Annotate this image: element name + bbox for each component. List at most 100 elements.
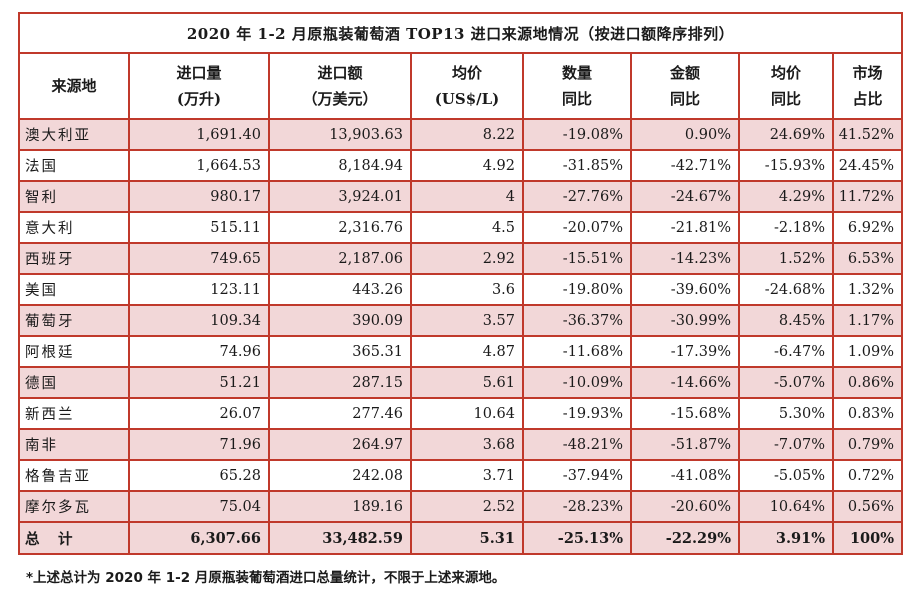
- column-header-line2: (US$/L): [434, 90, 500, 108]
- value-cell: -15.51%: [522, 242, 632, 275]
- value-cell: 11.72%: [832, 180, 903, 213]
- column-header-line1: 数量: [561, 64, 592, 82]
- value-cell: -5.05%: [738, 459, 834, 492]
- total-value-cell: 100%: [832, 521, 903, 555]
- column-header-line1: 均价: [770, 64, 801, 82]
- country-cell: 法国: [18, 149, 130, 182]
- value-cell: -19.08%: [522, 118, 632, 151]
- value-cell: 8,184.94: [268, 149, 412, 182]
- column-header: 进口量 (万升): [128, 52, 270, 120]
- total-value-cell: 5.31: [410, 521, 524, 555]
- value-cell: 1.17%: [832, 304, 903, 337]
- value-cell: 10.64%: [738, 490, 834, 523]
- table-row: 美国 123.11 443.26 3.6 -19.80% -39.60% -24.68% 1.…: [18, 273, 903, 306]
- value-cell: 65.28: [128, 459, 270, 492]
- value-cell: -19.93%: [522, 397, 632, 430]
- table-row: 摩尔多瓦 75.04 189.16 2.52 -28.23% -20.60% 10.64% 0…: [18, 490, 903, 523]
- value-cell: -41.08%: [630, 459, 740, 492]
- country-cell: 阿根廷: [18, 335, 130, 368]
- value-cell: 6.53%: [832, 242, 903, 275]
- value-cell: 2.92: [410, 242, 524, 275]
- value-cell: 24.69%: [738, 118, 834, 151]
- value-cell: 3.68: [410, 428, 524, 461]
- value-cell: -6.47%: [738, 335, 834, 368]
- value-cell: -37.94%: [522, 459, 632, 492]
- value-cell: -14.66%: [630, 366, 740, 399]
- value-cell: 443.26: [268, 273, 412, 306]
- value-cell: 123.11: [128, 273, 270, 306]
- column-header: 市场 占比: [832, 52, 903, 120]
- value-cell: 3.57: [410, 304, 524, 337]
- value-cell: 8.22: [410, 118, 524, 151]
- value-cell: -36.37%: [522, 304, 632, 337]
- value-cell: -24.67%: [630, 180, 740, 213]
- value-cell: -11.68%: [522, 335, 632, 368]
- table-row: 新西兰 26.07 277.46 10.64 -19.93% -15.68% 5.30% 0.…: [18, 397, 903, 430]
- value-cell: -20.07%: [522, 211, 632, 244]
- import-source-table: 2020 年 1-2 月原瓶装葡萄酒 TOP13 进口来源地情况（按进口额降序排…: [18, 12, 903, 555]
- column-header-line2: 占比: [852, 90, 883, 108]
- value-cell: 264.97: [268, 428, 412, 461]
- value-cell: 3,924.01: [268, 180, 412, 213]
- footnote: *上述总计为 2020 年 1-2 月原瓶装葡萄酒进口总量统计，不限于上述来源地…: [26, 570, 506, 586]
- value-cell: 515.11: [128, 211, 270, 244]
- table-row: 法国 1,664.53 8,184.94 4.92 -31.85% -42.71% -15.…: [18, 149, 903, 182]
- value-cell: 2,187.06: [268, 242, 412, 275]
- value-cell: 390.09: [268, 304, 412, 337]
- column-header-line2: （万美元）: [302, 90, 378, 108]
- value-cell: -19.80%: [522, 273, 632, 306]
- value-cell: 1,691.40: [128, 118, 270, 151]
- column-header-line1: 进口额: [317, 64, 363, 82]
- value-cell: 51.21: [128, 366, 270, 399]
- value-cell: 0.86%: [832, 366, 903, 399]
- value-cell: -20.60%: [630, 490, 740, 523]
- value-cell: -51.87%: [630, 428, 740, 461]
- value-cell: -15.93%: [738, 149, 834, 182]
- total-value-cell: 33,482.59: [268, 521, 412, 555]
- value-cell: -14.23%: [630, 242, 740, 275]
- column-header-line1: 市场: [852, 64, 883, 82]
- total-value-cell: 6,307.66: [128, 521, 270, 555]
- table-row: 澳大利亚 1,691.40 13,903.63 8.22 -19.08% 0.90% 24.…: [18, 118, 903, 151]
- value-cell: 6.92%: [832, 211, 903, 244]
- value-cell: 1.09%: [832, 335, 903, 368]
- value-cell: 41.52%: [832, 118, 903, 151]
- value-cell: 287.15: [268, 366, 412, 399]
- value-cell: -30.99%: [630, 304, 740, 337]
- value-cell: 8.45%: [738, 304, 834, 337]
- value-cell: 24.45%: [832, 149, 903, 182]
- total-row: 总 计 6,307.66 33,482.59 5.31 -25.13% -22.29% 3.…: [18, 521, 903, 555]
- value-cell: 5.30%: [738, 397, 834, 430]
- country-cell: 意大利: [18, 211, 130, 244]
- table-row: 格鲁吉亚 65.28 242.08 3.71 -37.94% -41.08% -5.05% 0…: [18, 459, 903, 492]
- column-header: 均价 同比: [738, 52, 834, 120]
- country-cell: 智利: [18, 180, 130, 213]
- value-cell: 0.79%: [832, 428, 903, 461]
- column-header-line2: 同比: [770, 90, 801, 108]
- table-row: 南非 71.96 264.97 3.68 -48.21% -51.87% -7.07% 0.7…: [18, 428, 903, 461]
- table-row: 葡萄牙 109.34 390.09 3.57 -36.37% -30.99% 8.45% 1.…: [18, 304, 903, 337]
- value-cell: 4.5: [410, 211, 524, 244]
- country-cell: 澳大利亚: [18, 118, 130, 151]
- value-cell: 1.52%: [738, 242, 834, 275]
- value-cell: -21.81%: [630, 211, 740, 244]
- country-cell: 西班牙: [18, 242, 130, 275]
- column-header-line2: 同比: [669, 90, 700, 108]
- table-row: 德国 51.21 287.15 5.61 -10.09% -14.66% -5.07% 0.8…: [18, 366, 903, 399]
- table-row: 智利 980.17 3,924.01 4 -27.76% -24.67% 4.29% 11.7…: [18, 180, 903, 213]
- total-value-cell: 3.91%: [738, 521, 834, 555]
- value-cell: -24.68%: [738, 273, 834, 306]
- value-cell: 109.34: [128, 304, 270, 337]
- value-cell: 2,316.76: [268, 211, 412, 244]
- country-cell: 格鲁吉亚: [18, 459, 130, 492]
- table-row: 西班牙 749.65 2,187.06 2.92 -15.51% -14.23% 1.52%…: [18, 242, 903, 275]
- value-cell: 13,903.63: [268, 118, 412, 151]
- column-header-line1: 来源地: [51, 77, 97, 95]
- header-row: 来源地 进口量 (万升) 进口额 （万美元） 均价 (US$/L) 数量 同比 金额 同比 均价 同比市…: [18, 52, 903, 120]
- column-header: 均价 (US$/L): [410, 52, 524, 120]
- value-cell: 75.04: [128, 490, 270, 523]
- value-cell: 10.64: [410, 397, 524, 430]
- table-title: 2020 年 1-2 月原瓶装葡萄酒 TOP13 进口来源地情况（按进口额降序排…: [18, 12, 903, 54]
- table-row: 意大利 515.11 2,316.76 4.5 -20.07% -21.81% -2.18%…: [18, 211, 903, 244]
- column-header-line1: 金额: [669, 64, 700, 82]
